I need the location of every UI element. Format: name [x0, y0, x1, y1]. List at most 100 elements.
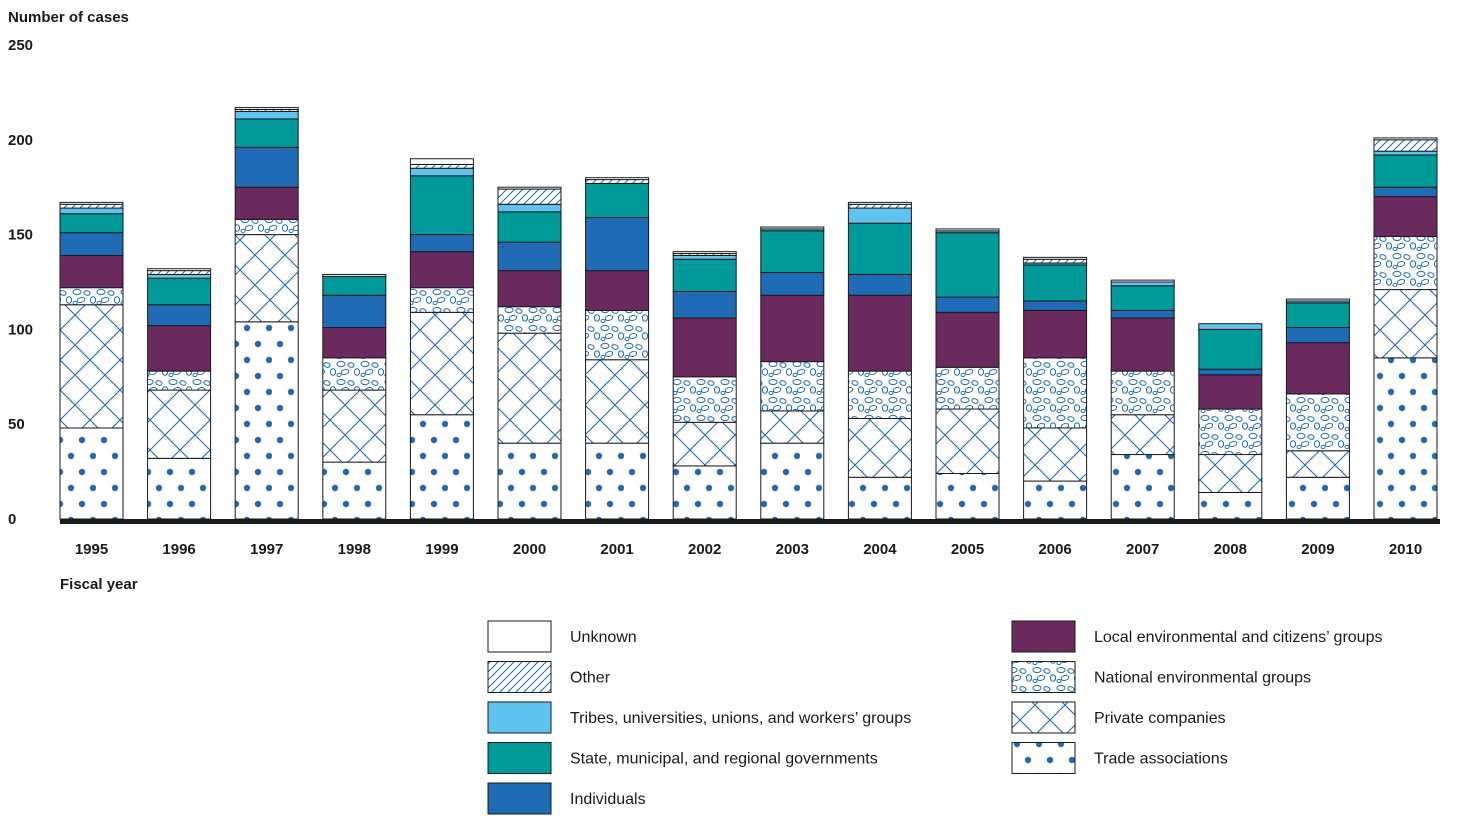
bar-segment-2010-individuals [1373, 186, 1438, 198]
bar-stack-1998 [322, 273, 387, 520]
bar-segment-2007-national-environmental-groups [1110, 370, 1175, 416]
bar-segment-2009-national-environmental-groups [1285, 393, 1350, 452]
legend-swatch-local-environmental-and-citizens-groups [1011, 620, 1076, 653]
bar-segment-2004-tribes-universities-unions-and-workers-groups [847, 207, 912, 224]
bar-segment-1998-unknown [322, 273, 387, 277]
bar-segment-2004-trade-associations [847, 476, 912, 520]
bar-stack-2005 [935, 228, 1000, 520]
bar-segment-2001-local-environmental-and-citizens-groups [585, 270, 650, 311]
x-tick-label-2004: 2004 [863, 541, 897, 558]
bar-segment-2005-trade-associations [935, 472, 1000, 520]
bar-stack-2004 [847, 201, 912, 520]
bar-segment-1997-private-companies [234, 234, 299, 323]
bar-segment-2006-trade-associations [1023, 480, 1088, 520]
y-tick-label-100: 100 [8, 321, 33, 338]
bar-segment-1998-national-environmental-groups [322, 357, 387, 391]
bar-segment-2009-trade-associations [1285, 476, 1350, 520]
legend-item-other: Other [487, 661, 611, 693]
legend-swatch-unknown [487, 620, 552, 653]
bar-segment-1998-local-environmental-and-citizens-groups [322, 327, 387, 359]
legend: Unknown Other Tribes, universities, unions… [487, 620, 1382, 815]
legend-swatch-individuals [487, 782, 552, 815]
bar-segment-2003-national-environmental-groups [760, 361, 825, 412]
bar-segment-2008-individuals [1198, 368, 1263, 376]
bar-segment-1999-private-companies [409, 311, 474, 416]
legend-item-trade-associations: Trade associations [1011, 742, 1228, 774]
x-tick-label-2001: 2001 [600, 541, 633, 558]
bar-segment-2001-state-municipal-and-regional-governments [585, 182, 650, 219]
bar-segment-2003-private-companies [760, 410, 825, 444]
bar-segment-2008-trade-associations [1198, 491, 1263, 520]
bar-segment-1998-private-companies [322, 389, 387, 463]
legend-label-individuals: Individuals [570, 791, 646, 808]
bar-segment-1996-trade-associations [147, 457, 212, 520]
bar-segment-1996-unknown [147, 268, 212, 272]
x-tick-label-2008: 2008 [1214, 541, 1247, 558]
bar-stack-2007 [1110, 279, 1175, 520]
bar-segment-1998-state-municipal-and-regional-governments [322, 275, 387, 296]
legend-label-local-environmental-and-citizens-groups: Local environmental and citizens’ groups [1094, 629, 1382, 646]
bar-segment-2003-unknown [760, 226, 825, 230]
bar-segment-2002-state-municipal-and-regional-governments [672, 258, 737, 292]
bar-segment-2008-national-environmental-groups [1198, 408, 1263, 456]
x-tick-label-1997: 1997 [250, 541, 283, 558]
bar-segment-2010-other [1373, 139, 1438, 152]
bar-segment-1995-local-environmental-and-citizens-groups [59, 254, 124, 289]
bar-segment-2010-private-companies [1373, 289, 1438, 359]
x-tick-label-2003: 2003 [776, 541, 809, 558]
bar-segment-2003-individuals [760, 272, 825, 296]
bar-segment-1996-tribes-universities-unions-and-workers-groups [147, 273, 212, 279]
bar-segment-2002-trade-associations [672, 465, 737, 520]
bar-segment-1995-private-companies [59, 304, 124, 429]
bar-segment-2004-other [847, 203, 912, 209]
bar-segment-2007-local-environmental-and-citizens-groups [1110, 317, 1175, 372]
bar-segment-2001-national-environmental-groups [585, 309, 650, 361]
bar-segment-2008-local-environmental-and-citizens-groups [1198, 374, 1263, 410]
bar-segment-2004-state-municipal-and-regional-governments [847, 222, 912, 275]
bar-segment-2010-unknown [1373, 137, 1438, 141]
bar-segment-1996-national-environmental-groups [147, 370, 212, 391]
bar-segment-2007-unknown [1110, 279, 1175, 283]
bar-segment-2010-state-municipal-and-regional-governments [1373, 154, 1438, 188]
y-tick-label-0: 0 [8, 511, 16, 528]
axes-group: Number of cases 0 50 100 150 200 250 1995 1996 19… [8, 9, 1440, 593]
bar-segment-2009-state-municipal-and-regional-governments [1285, 302, 1350, 329]
bar-segment-2005-state-municipal-and-regional-governments [935, 232, 1000, 298]
legend-label-unknown: Unknown [570, 629, 637, 646]
legend-swatch-state-municipal-and-regional-governments [487, 742, 552, 774]
legend-swatch-trade-associations [1011, 742, 1076, 774]
bar-segment-2005-unknown [935, 228, 1000, 232]
bar-segment-2009-private-companies [1285, 450, 1350, 478]
bar-stack-1999 [409, 158, 474, 520]
bar-stack-1995 [59, 201, 124, 520]
bar-stack-1996 [147, 268, 212, 520]
bar-segment-1996-local-environmental-and-citizens-groups [147, 325, 212, 372]
legend-item-unknown: Unknown [487, 620, 637, 653]
bar-segment-2004-individuals [847, 273, 912, 296]
bar-segment-2006-national-environmental-groups [1023, 357, 1088, 429]
bar-stack-2000 [497, 186, 562, 520]
bar-segment-2001-individuals [585, 217, 650, 272]
legend-swatch-private-companies [1011, 701, 1076, 734]
bar-segment-1995-trade-associations [59, 427, 124, 520]
bar-segment-2007-individuals [1110, 309, 1175, 319]
bar-segment-2000-other [497, 188, 562, 205]
bar-segment-2009-unknown [1285, 298, 1350, 302]
bar-segment-2001-other [585, 179, 650, 184]
bar-segment-2002-individuals [672, 290, 737, 319]
legend-label-trade-associations: Trade associations [1094, 751, 1228, 768]
bar-segment-2005-individuals [935, 296, 1000, 313]
bar-segment-2006-local-environmental-and-citizens-groups [1023, 309, 1088, 359]
bar-segment-2004-local-environmental-and-citizens-groups [847, 294, 912, 372]
y-tick-label-250: 250 [8, 37, 33, 54]
bar-segment-1995-unknown [59, 201, 124, 205]
bar-segment-2004-national-environmental-groups [847, 370, 912, 420]
bar-segment-2007-private-companies [1110, 414, 1175, 456]
x-tick-label-2010: 2010 [1389, 541, 1422, 558]
bar-segment-2003-state-municipal-and-regional-governments [760, 230, 825, 274]
bars-group [59, 107, 1438, 520]
bar-segment-2005-national-environmental-groups [935, 366, 1000, 410]
bar-stack-2002 [672, 251, 737, 520]
bar-segment-1995-tribes-universities-unions-and-workers-groups [59, 207, 124, 215]
legend-swatch-national-environmental-groups [1011, 661, 1076, 693]
